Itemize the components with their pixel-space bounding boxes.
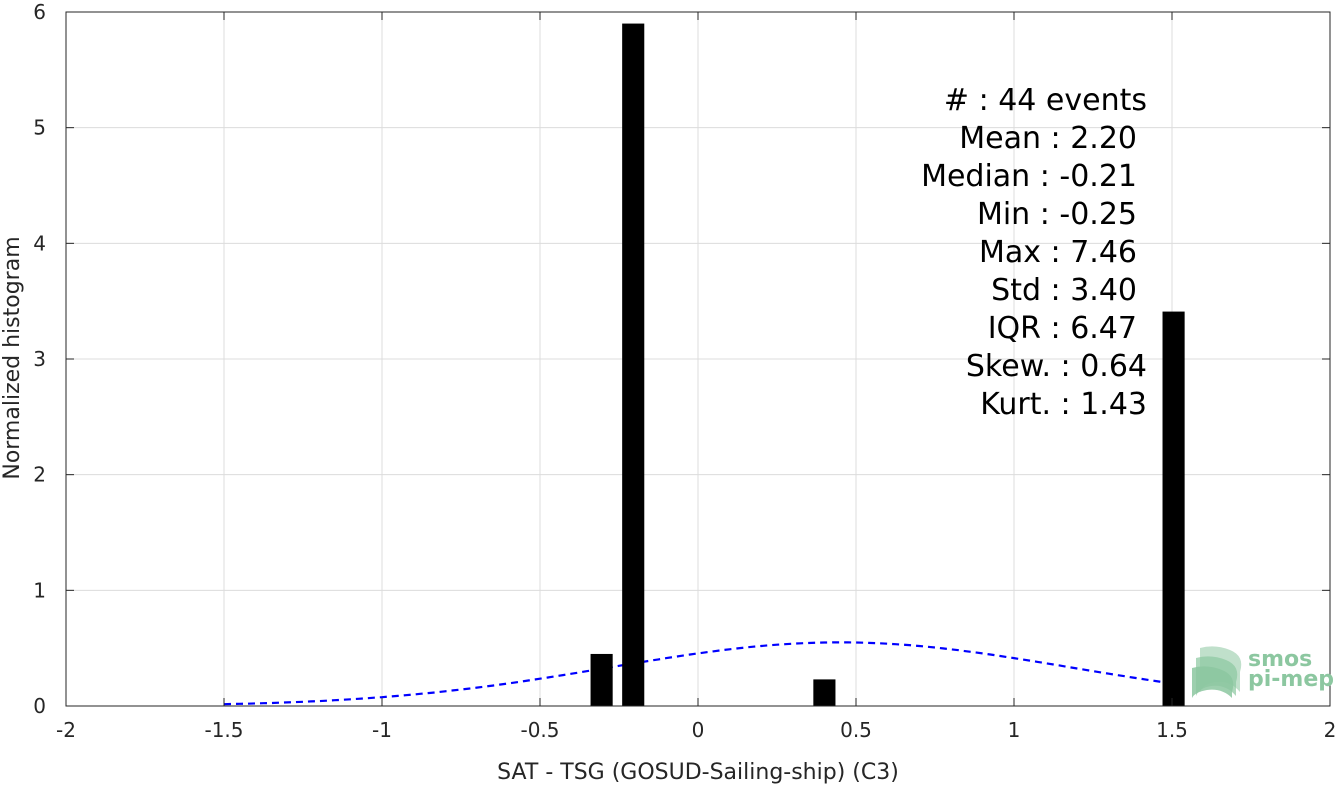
histogram-bars bbox=[590, 23, 1185, 707]
stat-std: Std : 3.40 bbox=[991, 273, 1137, 308]
x-tick-labels: -2 -1.5 -1 -0.5 0 0.5 1 1.5 2 bbox=[56, 718, 1336, 742]
histogram-bar-0 bbox=[590, 653, 613, 706]
stat-kurt: Kurt. : 1.43 bbox=[980, 387, 1147, 422]
x-tick-label-3: -0.5 bbox=[520, 718, 559, 742]
stat-iqr: IQR : 6.47 bbox=[988, 311, 1137, 346]
gaussian-fit-curve bbox=[223, 641, 1173, 706]
logo-waves-icon bbox=[1192, 646, 1242, 698]
logo-line2: pi-mep bbox=[1248, 667, 1334, 692]
fit-curve-layer bbox=[223, 641, 1173, 706]
x-tick-label-4: 0 bbox=[692, 718, 705, 742]
y-axis-label: Normalized histogram bbox=[0, 236, 25, 479]
stat-max: Max : 7.46 bbox=[979, 235, 1137, 270]
smos-pi-mep-logo: smos pi-mep bbox=[1192, 646, 1334, 698]
y-tick-label-3: 3 bbox=[33, 347, 46, 371]
logo-line1: smos bbox=[1248, 647, 1312, 672]
x-tick-label-5: 0.5 bbox=[840, 718, 872, 742]
x-tick-label-2: -1 bbox=[372, 718, 392, 742]
x-tick-label-7: 1.5 bbox=[1156, 718, 1188, 742]
axis-ticks bbox=[65, 11, 1331, 707]
y-tick-label-2: 2 bbox=[33, 463, 46, 487]
x-axis-label: SAT - TSG (GOSUD-Sailing-ship) (C3) bbox=[497, 760, 899, 785]
stat-median: Median : -0.21 bbox=[921, 159, 1137, 194]
histogram-bar-3 bbox=[1162, 311, 1185, 706]
stat-min: Min : -0.25 bbox=[977, 197, 1137, 232]
y-tick-label-4: 4 bbox=[33, 231, 46, 255]
y-tick-labels: 0 1 2 3 4 5 6 bbox=[33, 0, 46, 718]
statistics-box: # : 44 events Mean : 2.20 Median : -0.21… bbox=[921, 83, 1147, 422]
y-tick-label-1: 1 bbox=[33, 578, 46, 602]
x-tick-label-8: 2 bbox=[1324, 718, 1337, 742]
histogram-bar-2 bbox=[813, 679, 836, 706]
x-tick-label-1: -1.5 bbox=[204, 718, 243, 742]
x-tick-label-6: 1 bbox=[1008, 718, 1021, 742]
y-tick-label-0: 0 bbox=[33, 694, 46, 718]
stat-skew: Skew. : 0.64 bbox=[966, 349, 1147, 384]
stat-mean: Mean : 2.20 bbox=[959, 121, 1137, 156]
stat-events: # : 44 events bbox=[944, 83, 1147, 118]
histogram-bar-1 bbox=[622, 23, 645, 707]
x-tick-label-0: -2 bbox=[56, 718, 76, 742]
y-tick-label-5: 5 bbox=[33, 116, 46, 140]
y-tick-label-6: 6 bbox=[33, 0, 46, 24]
